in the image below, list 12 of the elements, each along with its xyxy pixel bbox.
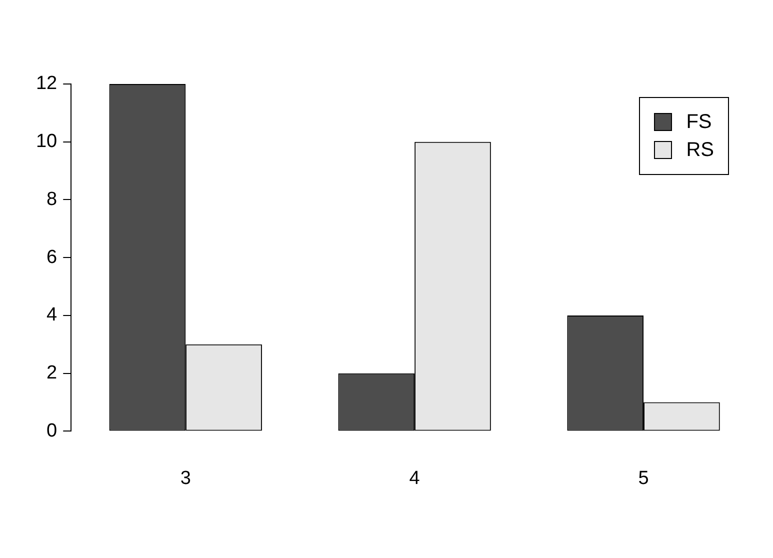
x-tick-label: 4 [409,468,420,489]
legend-label: FS [686,110,712,135]
y-tick-label: 10 [36,131,58,152]
y-tick-label: 2 [46,362,58,384]
y-tick-label: 6 [46,246,58,268]
y-tick-label: 8 [46,188,58,210]
x-tick-label: 5 [638,468,649,489]
legend-label: RS [686,138,714,163]
y-tick-label: 0 [46,420,58,442]
x-tick-label: 3 [180,468,191,489]
y-tick-label: 12 [36,73,58,94]
y-tick-label: 4 [46,304,58,326]
